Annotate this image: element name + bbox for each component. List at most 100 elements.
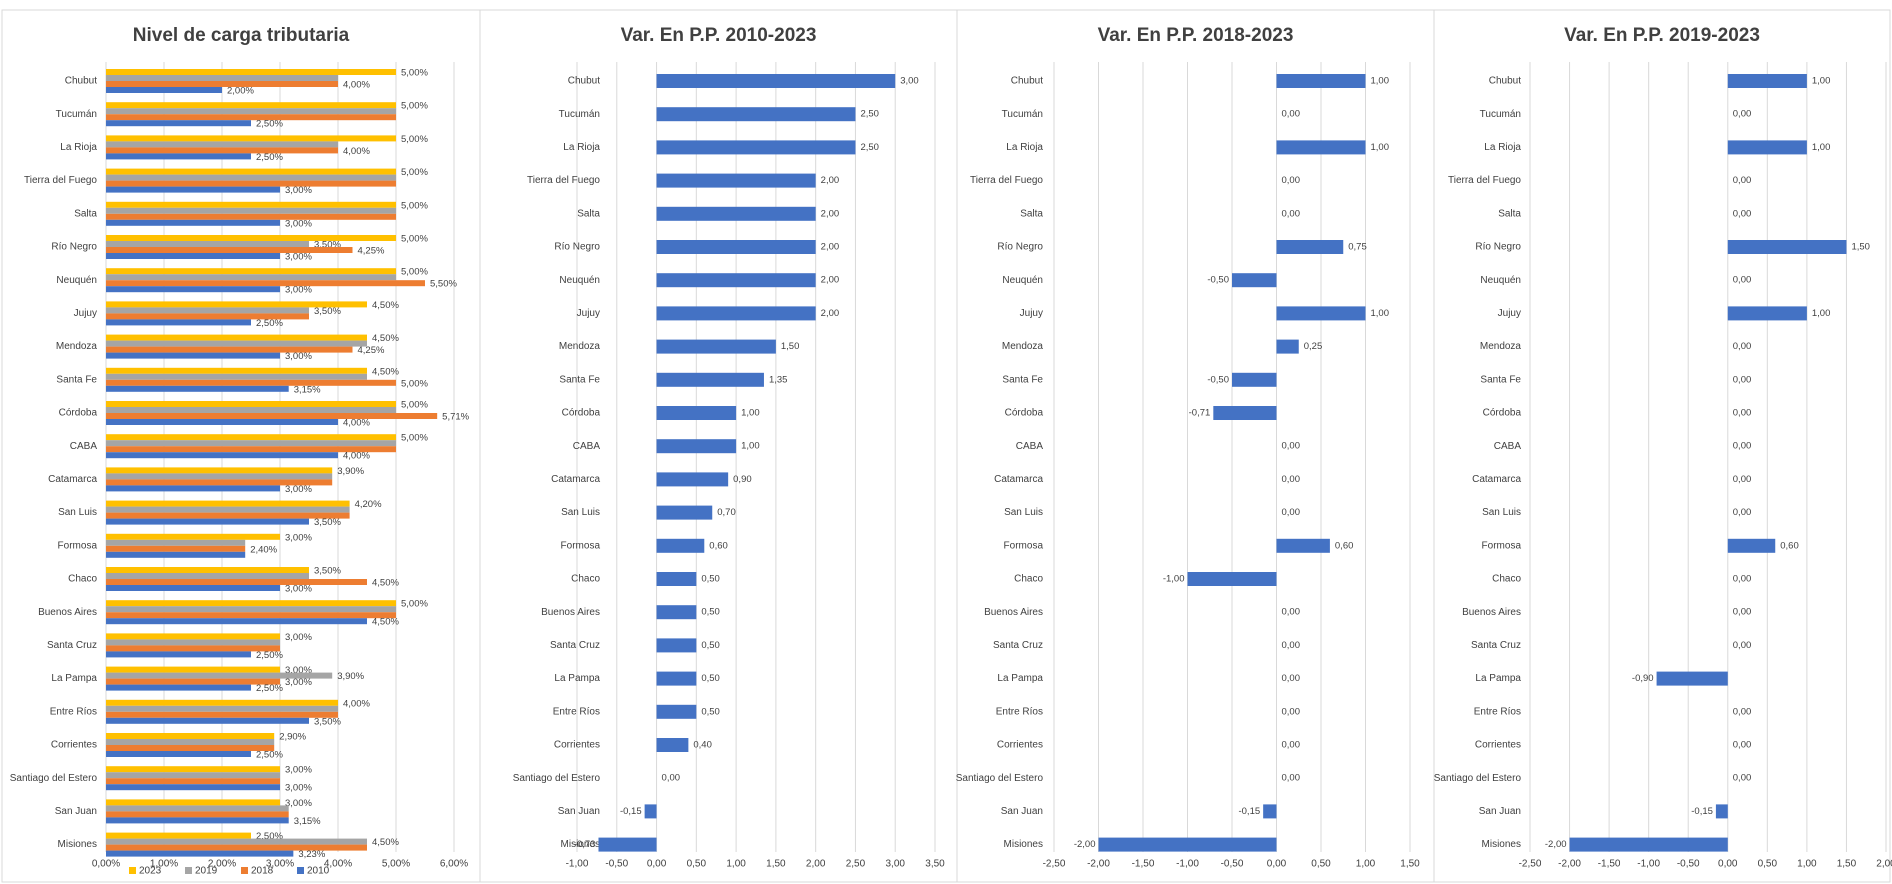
- value-label: 5,00%: [401, 101, 428, 112]
- value-label: 2,50%: [256, 683, 283, 694]
- bar: [106, 573, 309, 579]
- value-label: 4,50%: [372, 333, 399, 344]
- category-label: Entre Ríos: [1474, 706, 1521, 717]
- category-label: Jujuy: [577, 308, 600, 319]
- value-label: 5,71%: [442, 412, 469, 423]
- value-label: 0,75: [1348, 242, 1367, 253]
- category-label: Corrientes: [51, 740, 97, 751]
- bar: [106, 247, 353, 253]
- value-label: 2,00: [821, 208, 840, 219]
- value-label: 2,50: [860, 142, 879, 153]
- value-label: 0,00: [662, 773, 681, 784]
- bar: [106, 844, 367, 851]
- bar: [1569, 837, 1728, 852]
- value-label: 4,50%: [372, 300, 399, 311]
- category-label: Santiago del Estero: [513, 773, 601, 784]
- category-label: Córdoba: [1483, 408, 1522, 419]
- category-label: Chubut: [65, 76, 97, 87]
- category-label: La Pampa: [554, 673, 600, 684]
- x-tick-label: -2,00: [1087, 859, 1110, 870]
- category-label: Formosa: [58, 540, 98, 551]
- value-label: 0,00: [1733, 275, 1752, 286]
- value-label: 5,00%: [401, 378, 428, 389]
- x-tick-label: 0,00%: [92, 859, 120, 870]
- bar: [1232, 273, 1277, 288]
- bar: [106, 235, 396, 241]
- bar: [106, 241, 309, 247]
- category-label: Corrientes: [1475, 740, 1521, 751]
- value-label: 4,50%: [372, 617, 399, 628]
- bar: [1276, 306, 1366, 321]
- value-label: 2,50%: [256, 750, 283, 761]
- value-label: -1,00: [1163, 574, 1185, 585]
- category-label: Jujuy: [1020, 308, 1043, 319]
- bar: [106, 633, 280, 640]
- x-tick-label: -1,50: [1598, 859, 1621, 870]
- value-label: 0,00: [1282, 474, 1301, 485]
- bar: [106, 87, 222, 93]
- value-label: 5,00%: [401, 234, 428, 245]
- bar: [656, 372, 764, 387]
- category-label: La Rioja: [1484, 142, 1521, 153]
- bar: [656, 107, 856, 122]
- value-label: 0,00: [1733, 574, 1752, 585]
- bar: [106, 539, 246, 546]
- x-tick-label: 2,00: [806, 859, 826, 870]
- x-tick-label: -1,50: [1132, 859, 1155, 870]
- category-label: Mendoza: [1480, 341, 1522, 352]
- value-label: -0,15: [620, 806, 642, 817]
- value-label: 0,00: [1282, 175, 1301, 186]
- value-label: 0,00: [1282, 706, 1301, 717]
- bar: [106, 147, 338, 154]
- value-label: 3,00%: [285, 484, 312, 495]
- category-label: CABA: [70, 441, 98, 452]
- bar: [656, 339, 776, 354]
- value-label: -0,71: [1189, 408, 1211, 419]
- category-label: Neuquén: [1002, 275, 1043, 286]
- bar: [106, 186, 280, 193]
- bar: [106, 452, 338, 459]
- bar: [106, 180, 396, 187]
- value-label: 2,00: [821, 175, 840, 186]
- bar: [656, 406, 737, 420]
- category-label: Catamarca: [48, 474, 97, 485]
- value-label: 0,00: [1733, 640, 1752, 651]
- category-label: Salta: [1498, 208, 1521, 219]
- bar: [106, 666, 280, 673]
- bar: [106, 751, 251, 757]
- value-label: 5,00%: [401, 167, 428, 178]
- x-tick-label: 3,00%: [266, 859, 294, 870]
- value-label: 0,00: [1733, 408, 1752, 419]
- panel-border: [1433, 9, 1891, 883]
- x-tick-label: 1,00: [726, 859, 746, 870]
- bar: [656, 306, 816, 321]
- x-tick-label: 2,50: [846, 859, 866, 870]
- value-label: 3,50%: [314, 566, 341, 577]
- category-label: Salta: [1020, 208, 1043, 219]
- bar: [106, 274, 396, 281]
- x-tick-label: 4,00%: [324, 859, 352, 870]
- bar: [106, 838, 367, 845]
- x-tick-label: -0,50: [605, 859, 628, 870]
- value-label: 0,60: [1335, 540, 1354, 551]
- category-label: La Rioja: [60, 142, 97, 153]
- category-label: Jujuy: [1498, 308, 1521, 319]
- bar: [106, 600, 396, 607]
- x-tick-label: -0,50: [1221, 859, 1244, 870]
- x-tick-label: 3,50: [925, 859, 945, 870]
- bar: [1276, 240, 1344, 254]
- bar: [656, 505, 713, 520]
- value-label: 0,00: [1733, 706, 1752, 717]
- value-label: 5,00%: [401, 599, 428, 610]
- bar: [106, 545, 246, 552]
- value-label: 3,00%: [285, 798, 312, 809]
- value-label: 3,00%: [285, 532, 312, 543]
- value-label: 1,00: [1371, 142, 1390, 153]
- category-label: Tucumán: [1002, 109, 1043, 120]
- value-label: 0,50: [701, 706, 720, 717]
- bar: [656, 173, 816, 188]
- value-label: 3,00%: [285, 218, 312, 229]
- bar: [106, 799, 280, 806]
- value-label: 3,00%: [285, 285, 312, 296]
- value-label: 3,90%: [337, 466, 364, 477]
